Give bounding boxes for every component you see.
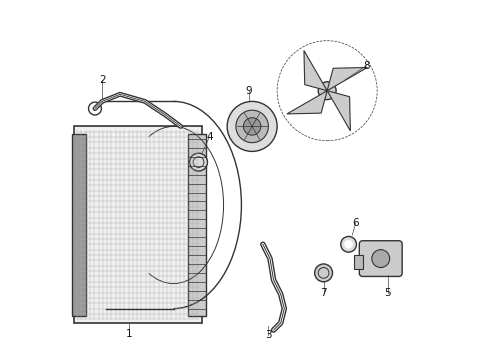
Circle shape (190, 153, 207, 171)
Text: 5: 5 (385, 288, 391, 297)
FancyBboxPatch shape (72, 134, 86, 316)
Text: 6: 6 (352, 218, 359, 228)
Text: 2: 2 (99, 75, 105, 85)
Text: 1: 1 (125, 329, 132, 339)
Polygon shape (304, 50, 327, 91)
Circle shape (344, 240, 353, 249)
Text: 9: 9 (245, 86, 252, 96)
Text: 8: 8 (363, 61, 370, 71)
Polygon shape (327, 91, 350, 131)
Circle shape (372, 249, 390, 267)
Text: 4: 4 (206, 132, 213, 142)
FancyBboxPatch shape (359, 241, 402, 276)
Circle shape (315, 264, 333, 282)
Text: 3: 3 (265, 330, 271, 341)
Circle shape (318, 82, 336, 100)
FancyBboxPatch shape (188, 134, 206, 316)
Text: 7: 7 (320, 288, 327, 297)
Polygon shape (327, 67, 368, 91)
Polygon shape (287, 91, 327, 114)
Circle shape (341, 237, 356, 252)
FancyBboxPatch shape (74, 126, 202, 323)
FancyBboxPatch shape (354, 255, 363, 269)
Circle shape (227, 102, 277, 152)
Circle shape (244, 118, 261, 135)
Circle shape (236, 110, 269, 143)
